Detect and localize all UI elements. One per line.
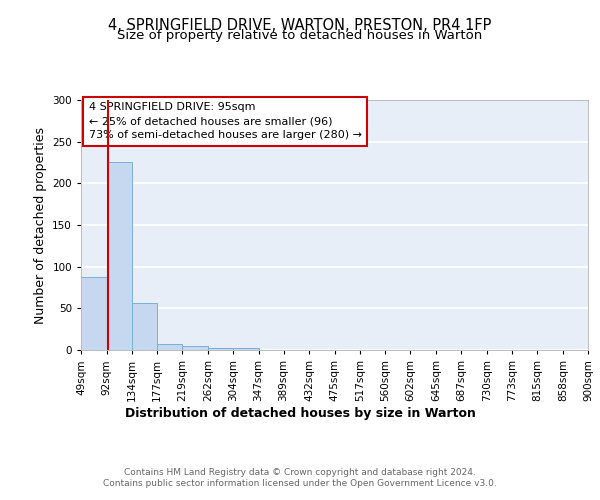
Bar xyxy=(233,348,259,350)
Bar xyxy=(81,276,107,350)
Text: Size of property relative to detached houses in Warton: Size of property relative to detached ho… xyxy=(118,29,482,42)
Bar xyxy=(208,348,233,350)
Text: 4 SPRINGFIELD DRIVE: 95sqm
← 25% of detached houses are smaller (96)
73% of semi: 4 SPRINGFIELD DRIVE: 95sqm ← 25% of deta… xyxy=(89,102,362,141)
Text: 4, SPRINGFIELD DRIVE, WARTON, PRESTON, PR4 1FP: 4, SPRINGFIELD DRIVE, WARTON, PRESTON, P… xyxy=(109,18,491,32)
Bar xyxy=(107,162,131,350)
Bar xyxy=(182,346,208,350)
Bar xyxy=(157,344,182,350)
Y-axis label: Number of detached properties: Number of detached properties xyxy=(34,126,47,324)
Text: Distribution of detached houses by size in Warton: Distribution of detached houses by size … xyxy=(125,408,475,420)
Bar xyxy=(131,302,157,350)
Text: Contains HM Land Registry data © Crown copyright and database right 2024.
Contai: Contains HM Land Registry data © Crown c… xyxy=(103,468,497,487)
